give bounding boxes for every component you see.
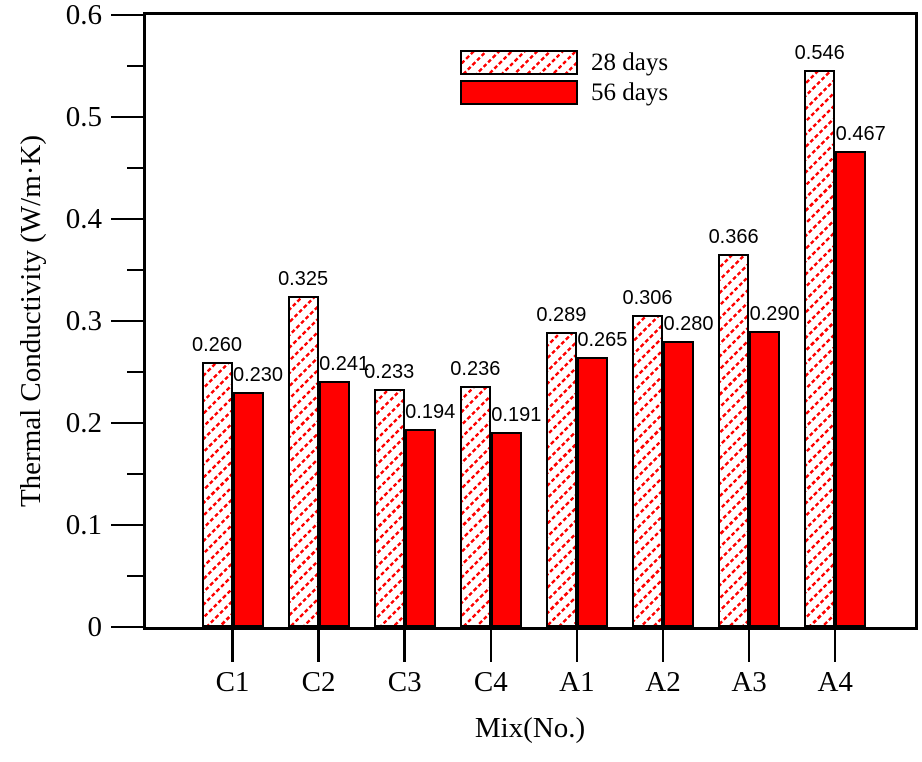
x-tick xyxy=(833,630,837,662)
y-minor-tick xyxy=(127,370,143,374)
y-tick-label: 0.1 xyxy=(65,509,102,541)
bar-56days-A2 xyxy=(663,341,694,627)
y-major-tick xyxy=(111,625,143,629)
y-tick-label: 0.3 xyxy=(65,305,102,337)
y-major-tick xyxy=(111,115,143,119)
value-label-56days-A3: 0.290 xyxy=(749,303,800,326)
value-label-28days-A4: 0.546 xyxy=(794,42,845,65)
value-label-28days-C3: 0.233 xyxy=(364,361,415,384)
bar-56days-C1 xyxy=(232,392,264,627)
bar-56days-C3 xyxy=(404,429,436,627)
value-label-56days-C2: 0.241 xyxy=(319,353,370,376)
x-tick-label-C4: C4 xyxy=(473,666,508,698)
x-tick xyxy=(747,630,751,662)
value-label-28days-C2: 0.325 xyxy=(278,267,329,290)
legend-swatch-28-days xyxy=(460,50,578,75)
bar-56days-A1 xyxy=(576,356,608,627)
y-tick-label: 0.5 xyxy=(65,101,102,133)
x-tick xyxy=(317,630,320,662)
value-label-56days-A2: 0.280 xyxy=(663,313,714,336)
bar-28days-C1 xyxy=(201,361,233,627)
x-tick-label-A2: A2 xyxy=(645,666,681,698)
bar-28days-A4 xyxy=(804,70,836,627)
bar-56days-C4 xyxy=(490,432,522,627)
x-tick-label-C3: C3 xyxy=(387,666,422,698)
bar-28days-A1 xyxy=(545,332,577,627)
y-tick-label: 0.4 xyxy=(65,203,102,235)
y-major-tick xyxy=(111,523,143,527)
value-label-28days-A2: 0.306 xyxy=(622,286,673,309)
x-tick xyxy=(661,630,665,662)
legend-label-56-days: 56 days xyxy=(591,79,669,106)
x-tick-label-A3: A3 xyxy=(731,666,767,698)
bar-28days-C3 xyxy=(373,389,405,627)
legend-label-28-days: 28 days xyxy=(591,49,669,76)
value-label-56days-C3: 0.194 xyxy=(405,401,456,424)
value-label-56days-A1: 0.265 xyxy=(577,328,628,351)
x-tick xyxy=(489,630,493,662)
y-major-tick xyxy=(111,13,143,17)
plot-area xyxy=(143,12,918,630)
y-tick-label: 0.6 xyxy=(65,0,102,31)
x-axis-title: Mix(No.) xyxy=(474,712,586,744)
bar-28days-A3 xyxy=(718,253,750,627)
x-tick xyxy=(231,630,234,662)
x-tick-label-A4: A4 xyxy=(817,666,853,698)
x-tick xyxy=(403,630,406,662)
y-axis-title: Thermal Conductivity (W/m·K) xyxy=(15,134,47,508)
value-label-28days-C1: 0.260 xyxy=(191,333,243,356)
y-minor-tick xyxy=(127,268,143,272)
value-label-56days-C1: 0.230 xyxy=(232,364,284,387)
legend-swatch-56-days xyxy=(460,80,578,105)
bar-28days-C2 xyxy=(287,295,319,627)
value-label-28days-A1: 0.289 xyxy=(536,304,587,327)
y-tick-label: 0 xyxy=(87,611,103,643)
y-tick-label: 0.2 xyxy=(65,407,102,439)
y-major-tick xyxy=(111,217,143,221)
value-label-56days-C4: 0.191 xyxy=(491,404,542,427)
y-minor-tick xyxy=(127,64,143,68)
x-tick xyxy=(575,630,579,662)
bar-56days-A4 xyxy=(835,150,867,627)
bar-28days-A2 xyxy=(632,314,663,627)
value-label-28days-C4: 0.236 xyxy=(450,358,501,381)
y-major-tick xyxy=(111,421,143,425)
value-label-56days-A4: 0.467 xyxy=(835,122,886,145)
bar-28days-C4 xyxy=(459,386,491,627)
y-major-tick xyxy=(111,319,143,323)
x-tick-label-A1: A1 xyxy=(559,666,595,698)
x-tick-label-C2: C2 xyxy=(301,666,336,698)
bar-56days-C2 xyxy=(318,381,350,627)
y-minor-tick xyxy=(127,574,143,578)
value-label-28days-A3: 0.366 xyxy=(708,225,759,248)
y-minor-tick xyxy=(127,166,143,170)
y-minor-tick xyxy=(127,472,143,476)
x-tick-label-C1: C1 xyxy=(215,666,250,698)
bar-56days-A3 xyxy=(749,331,781,627)
